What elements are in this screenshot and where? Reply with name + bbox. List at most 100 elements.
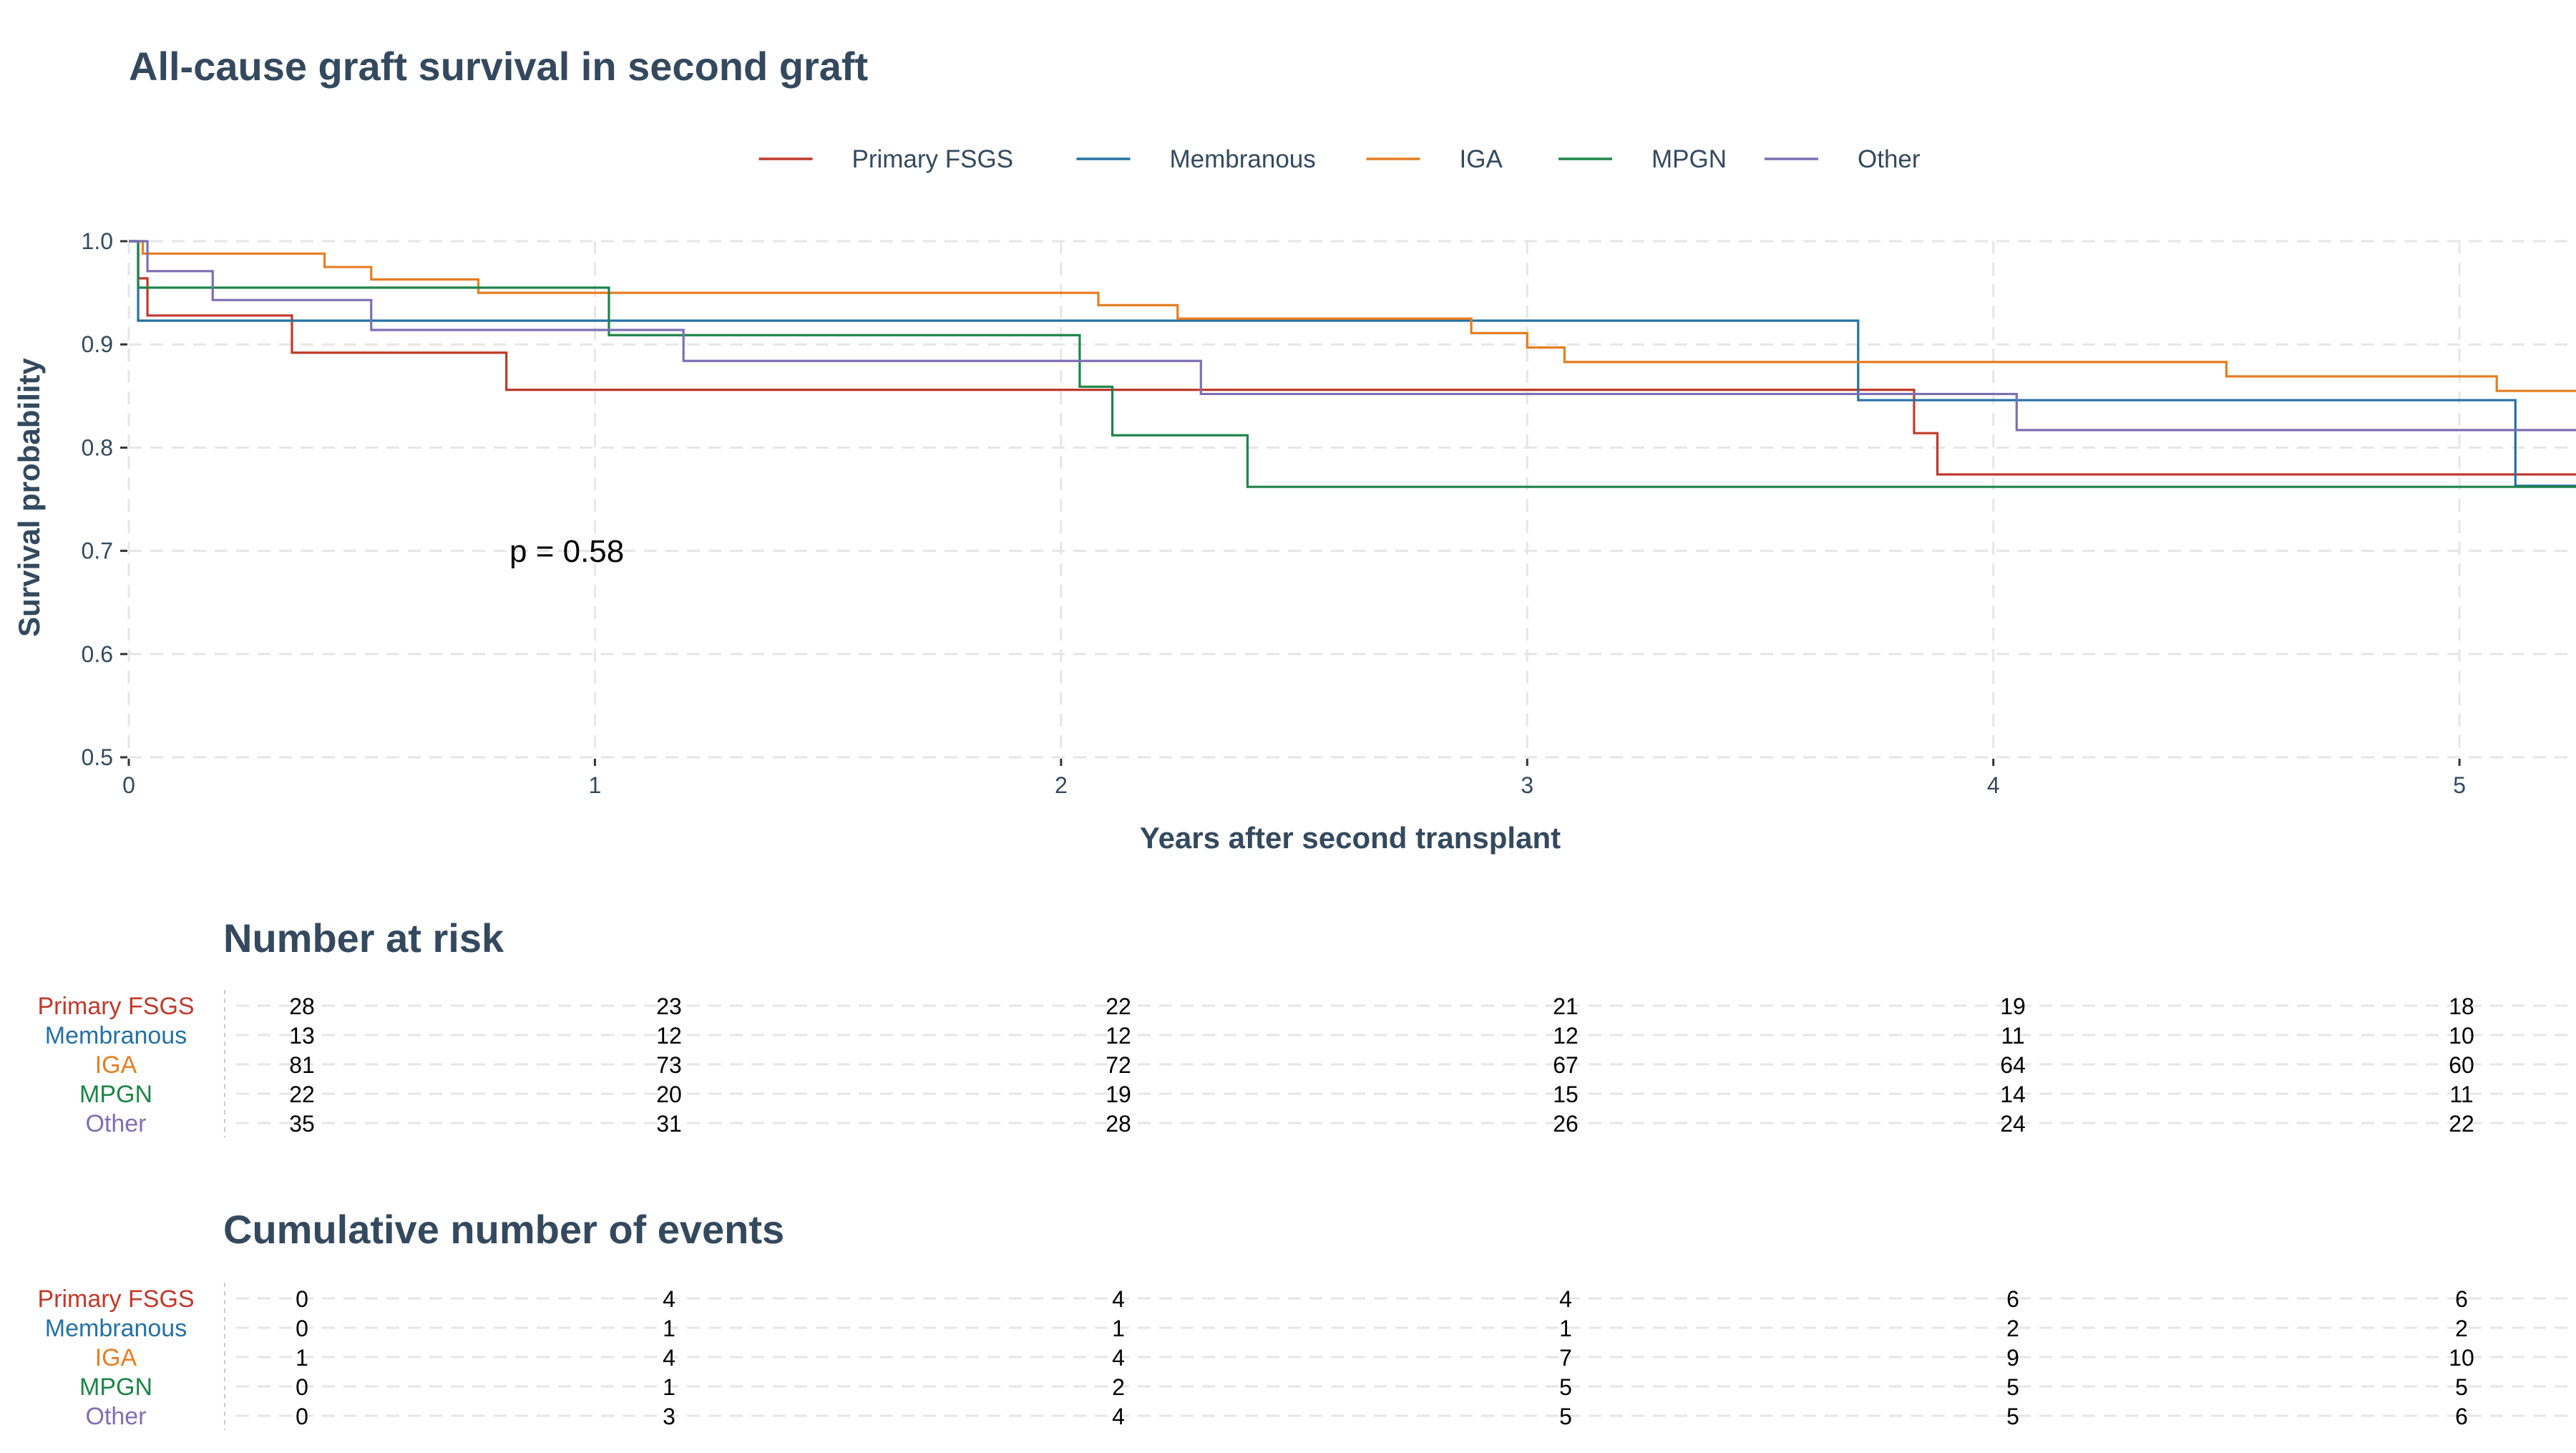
y-tick-label: 0.9 [82, 331, 113, 357]
p-value-annotation: p = 0.58 [509, 534, 624, 569]
table-cell: 0 [296, 1286, 308, 1312]
curve-mpgn [129, 240, 2576, 488]
table-cell: 7 [1559, 1345, 1572, 1371]
table-cell: 6 [2455, 1286, 2468, 1312]
table-cell: 4 [663, 1345, 675, 1371]
legend-label: Membranous [1170, 145, 1316, 173]
table-row-label: IGA [95, 1051, 137, 1079]
table-row-label: Primary FSGS [37, 1286, 194, 1313]
table-cell: 11 [2449, 1082, 2473, 1107]
y-axis-title: Survival probability [12, 357, 46, 636]
table-row-label: IGA [95, 1344, 137, 1371]
legend-item-mpgn: MPGN [1558, 145, 1727, 173]
table-cell: 21 [1553, 993, 1579, 1019]
legend-label: Other [1858, 145, 1921, 173]
table-cell: 11 [2001, 1023, 2024, 1049]
table-cell: 22 [289, 1082, 315, 1107]
table-cell: 4 [1112, 1345, 1125, 1371]
table-cell: 28 [289, 993, 315, 1019]
x-tick-label: 1 [589, 772, 602, 798]
table-cell: 12 [1106, 1023, 1131, 1049]
curve-iga [129, 240, 2576, 392]
table-cell: 81 [289, 1052, 315, 1078]
table-cell: 3 [663, 1404, 675, 1429]
table-row-label: Membranous [45, 1022, 187, 1049]
table-cell: 67 [1553, 1052, 1579, 1078]
events-table: Primary FSGS 0 4 4 4 6 6 Membranous 0 1 1 1 2 2 IGA 1 4 4… [37, 1283, 2576, 1430]
legend: Primary FSGS Membranous IGA MPGN Other [758, 145, 1921, 173]
legend-label: Primary FSGS [852, 145, 1014, 173]
curve-membranous [129, 240, 2576, 487]
table-cell: 19 [1106, 1082, 1131, 1107]
table-cell: 5 [2455, 1374, 2468, 1400]
table-cell: 13 [289, 1023, 315, 1049]
risk-table-title: Number at risk [223, 915, 504, 961]
table-cell: 12 [656, 1023, 682, 1049]
table-cell: 5 [1559, 1404, 1572, 1429]
table-cell: 1 [1112, 1316, 1125, 1341]
plot-axes: 0.5 0.6 0.7 0.8 0.9 1.0 0 1 2 3 4 5 [82, 228, 2467, 798]
table-cell: 5 [2006, 1374, 2019, 1400]
table-cell: 15 [1553, 1082, 1579, 1107]
legend-item-other: Other [1765, 145, 1921, 173]
plot-grid [127, 240, 2576, 759]
table-cell: 2 [2006, 1316, 2019, 1341]
table-cell: 31 [656, 1111, 682, 1137]
x-tick-label: 3 [1521, 772, 1533, 798]
table-cell: 60 [2449, 1052, 2474, 1078]
table-cell: 10 [2449, 1345, 2474, 1371]
table-cell: 23 [656, 993, 682, 1019]
table-row-label: Primary FSGS [37, 993, 194, 1020]
table-row-label: MPGN [79, 1374, 152, 1401]
table-cell: 19 [2000, 993, 2026, 1019]
table-cell: 5 [2006, 1404, 2019, 1429]
table-cell: 4 [1112, 1286, 1125, 1312]
table-cell: 4 [1559, 1286, 1572, 1312]
table-cell: 18 [2449, 993, 2474, 1019]
table-cell: 2 [2455, 1316, 2468, 1341]
legend-label: IGA [1460, 145, 1503, 173]
table-cell: 6 [2006, 1286, 2019, 1312]
legend-item-primary-fsgs: Primary FSGS [758, 145, 1014, 173]
x-tick-label: 4 [1987, 772, 2000, 798]
table-cell: 28 [1106, 1111, 1131, 1137]
table-cell: 26 [1553, 1111, 1579, 1137]
table-cell: 4 [1112, 1404, 1125, 1429]
legend-label: MPGN [1652, 145, 1727, 173]
table-row-label: MPGN [79, 1081, 152, 1108]
table-cell: 35 [289, 1111, 315, 1137]
table-cell: 1 [663, 1374, 675, 1400]
table-cell: 0 [296, 1404, 308, 1429]
table-cell: 20 [656, 1082, 682, 1107]
curve-primary-fsgs [129, 240, 2576, 476]
table-cell: 0 [296, 1374, 308, 1400]
curve-other [129, 240, 2576, 432]
survival-curves [129, 240, 2576, 488]
table-cell: 5 [1559, 1374, 1572, 1400]
y-tick-label: 0.6 [82, 641, 113, 667]
y-tick-label: 1.0 [82, 228, 113, 254]
table-cell: 1 [296, 1345, 308, 1371]
y-tick-label: 0.7 [82, 538, 113, 564]
table-cell: 0 [296, 1316, 308, 1341]
table-cell: 4 [663, 1286, 675, 1312]
table-cell: 73 [656, 1052, 682, 1078]
table-row-label: Other [85, 1403, 146, 1430]
table-cell: 2 [1112, 1374, 1125, 1400]
y-tick-label: 0.8 [82, 434, 113, 460]
x-tick-label: 2 [1055, 772, 1068, 798]
table-row-label: Other [85, 1110, 146, 1137]
table-row-label: Membranous [45, 1315, 187, 1342]
x-tick-label: 5 [2453, 772, 2466, 798]
x-axis-title: Years after second transplant [1140, 821, 1561, 855]
table-cell: 1 [1559, 1316, 1572, 1341]
table-cell: 24 [2000, 1111, 2026, 1137]
table-cell: 1 [663, 1316, 675, 1341]
legend-item-iga: IGA [1366, 145, 1503, 173]
table-cell: 12 [1553, 1023, 1579, 1049]
table-cell: 22 [1106, 993, 1131, 1019]
table-cell: 14 [2000, 1082, 2026, 1107]
table-cell: 22 [2449, 1111, 2474, 1137]
